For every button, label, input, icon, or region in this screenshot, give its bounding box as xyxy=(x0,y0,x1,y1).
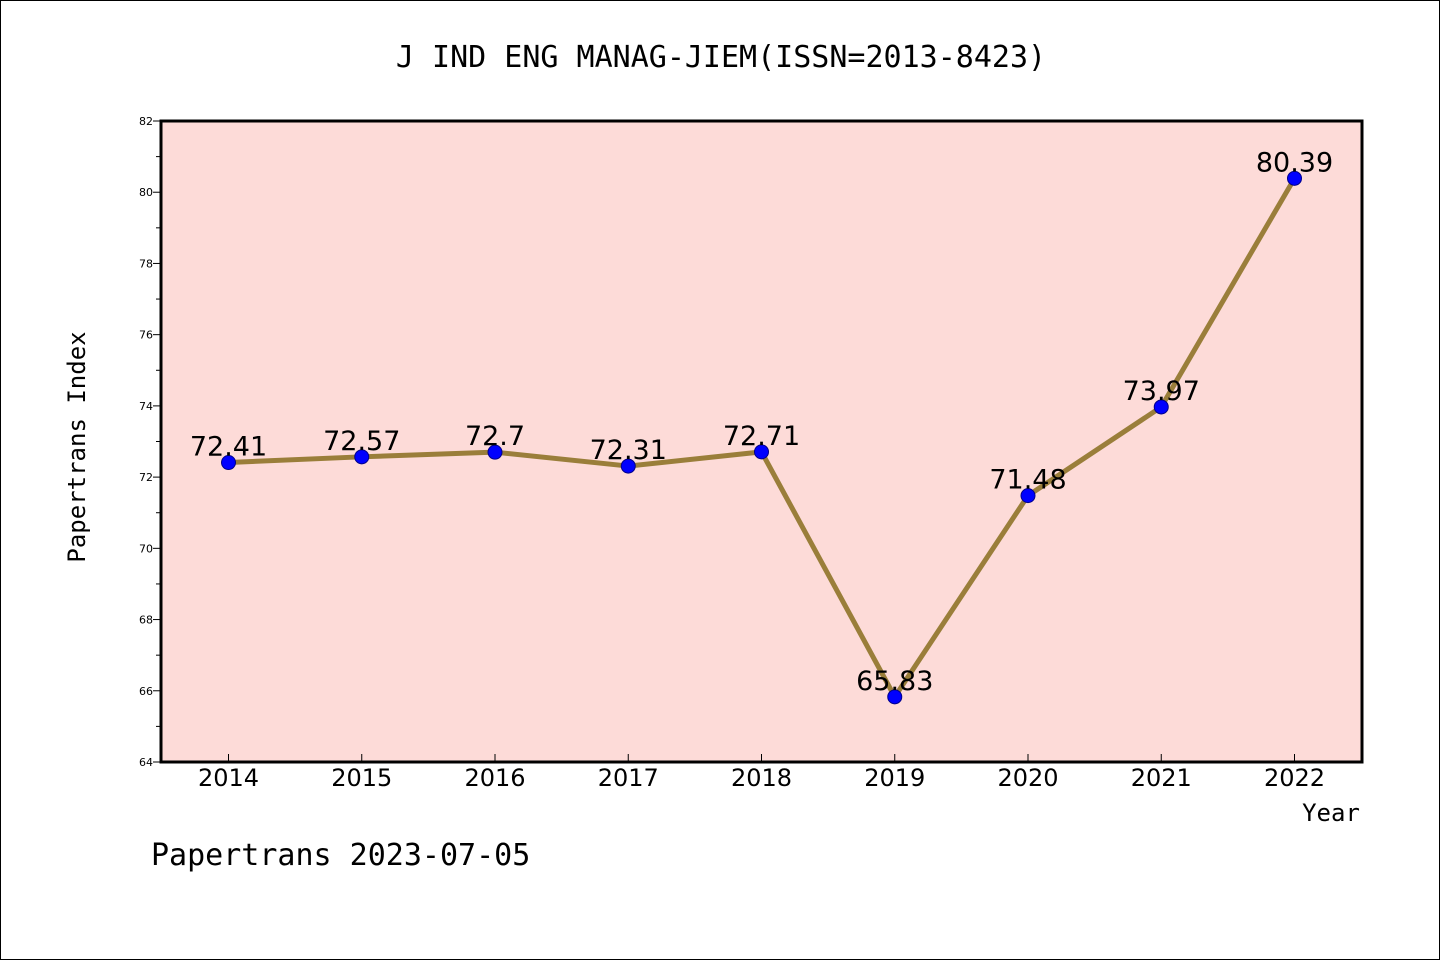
x-tick-label: 2018 xyxy=(731,764,792,792)
y-axis-label: Papertrans Index xyxy=(63,331,91,562)
data-point xyxy=(487,444,503,460)
y-tick-label: 70 xyxy=(139,542,153,555)
x-tick-label: 2017 xyxy=(598,764,659,792)
x-tick-label: 2016 xyxy=(464,764,525,792)
x-tick-label: 2020 xyxy=(997,764,1058,792)
y-tick-label: 68 xyxy=(139,614,153,627)
y-tick-label: 78 xyxy=(139,257,153,270)
x-tick-label: 2015 xyxy=(331,764,392,792)
plot-area xyxy=(161,121,1362,762)
data-point xyxy=(754,444,769,460)
chart-title: J IND ENG MANAG-JIEM(ISSN=2013-8423) xyxy=(396,40,1046,75)
data-point xyxy=(1153,399,1169,415)
x-axis-label: Year xyxy=(1302,799,1360,827)
y-tick-label: 76 xyxy=(139,329,153,342)
data-label: 65.83 xyxy=(856,666,933,697)
data-label: 71.48 xyxy=(989,465,1066,496)
data-label: 72.71 xyxy=(723,421,800,452)
y-tick-label: 82 xyxy=(139,115,153,128)
data-point xyxy=(887,689,903,705)
data-label: 80.39 xyxy=(1256,147,1333,178)
data-point xyxy=(1287,170,1302,186)
y-tick-label: 66 xyxy=(139,685,153,698)
data-point xyxy=(620,458,636,474)
y-tick-label: 74 xyxy=(139,400,153,413)
x-tick-label: 2019 xyxy=(864,764,925,792)
series-markers xyxy=(221,170,1302,705)
footer-text: Papertrans 2023-07-05 xyxy=(151,838,530,873)
data-point xyxy=(221,455,236,471)
data-point xyxy=(354,449,370,465)
data-label: 72.57 xyxy=(323,426,400,457)
x-tick-label: 2014 xyxy=(198,764,259,792)
y-tick-label: 64 xyxy=(139,756,153,769)
y-tick-label: 80 xyxy=(139,186,153,199)
x-tick-label: 2021 xyxy=(1131,764,1192,792)
data-label: 72.31 xyxy=(590,435,667,466)
y-tick-label: 72 xyxy=(139,471,153,484)
x-tick-label: 2022 xyxy=(1264,764,1325,792)
x-axis: 2014 2015 2016 2017 2018 2019 2020 2021 2022 xyxy=(198,754,1325,792)
data-label: 72.7 xyxy=(465,421,525,452)
y-axis: 64 66 68 70 72 74 76 78 80 82 xyxy=(139,115,161,769)
data-label: 73.97 xyxy=(1123,376,1200,407)
data-label: 72.41 xyxy=(190,432,267,463)
plot-border xyxy=(159,119,1364,764)
data-labels: 72.41 72.57 72.7 72.31 72.71 65.83 71.48 73.97 8… xyxy=(190,147,1333,696)
data-point xyxy=(1020,488,1036,504)
